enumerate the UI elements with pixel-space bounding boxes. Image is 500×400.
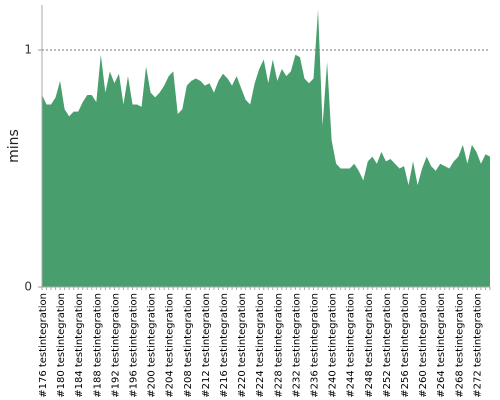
x-tick-label: #180 testintegration <box>56 293 67 398</box>
x-tick-label: #260 testintegration <box>418 293 429 398</box>
x-tick-label: #200 testintegration <box>147 293 158 398</box>
x-tick-label: #220 testintegration <box>237 293 248 398</box>
x-tick-label: #240 testintegration <box>328 293 339 398</box>
x-tick-label: #176 testintegration <box>38 293 49 398</box>
x-tick-label: #272 testintegration <box>472 293 483 398</box>
x-tick-label: #192 testintegration <box>110 293 121 398</box>
x-tick-label: #236 testintegration <box>310 293 321 398</box>
x-tick-label: #256 testintegration <box>400 293 411 398</box>
x-tick-label: #196 testintegration <box>129 293 140 398</box>
x-tick-label: #248 testintegration <box>364 293 375 398</box>
y-tick-label: 0 <box>24 280 32 294</box>
x-tick-label: #232 testintegration <box>291 293 302 398</box>
x-tick-label: #212 testintegration <box>201 293 212 398</box>
x-tick-label: #252 testintegration <box>382 293 393 398</box>
x-tick-label: #244 testintegration <box>346 293 357 398</box>
x-tick-label: #188 testintegration <box>92 293 103 398</box>
x-tick-label: #208 testintegration <box>183 293 194 398</box>
x-tick-label: #224 testintegration <box>255 293 266 398</box>
y-tick-label: 1 <box>24 43 32 57</box>
x-tick-label: #268 testintegration <box>454 293 465 398</box>
x-tick-label: #184 testintegration <box>74 293 85 398</box>
area <box>42 9 490 287</box>
x-tick-label: #204 testintegration <box>165 293 176 398</box>
x-tick-label: #228 testintegration <box>273 293 284 398</box>
x-tick-label: #264 testintegration <box>436 293 447 398</box>
x-tick-label: #216 testintegration <box>219 293 230 398</box>
y-axis-label: mins <box>6 129 22 163</box>
